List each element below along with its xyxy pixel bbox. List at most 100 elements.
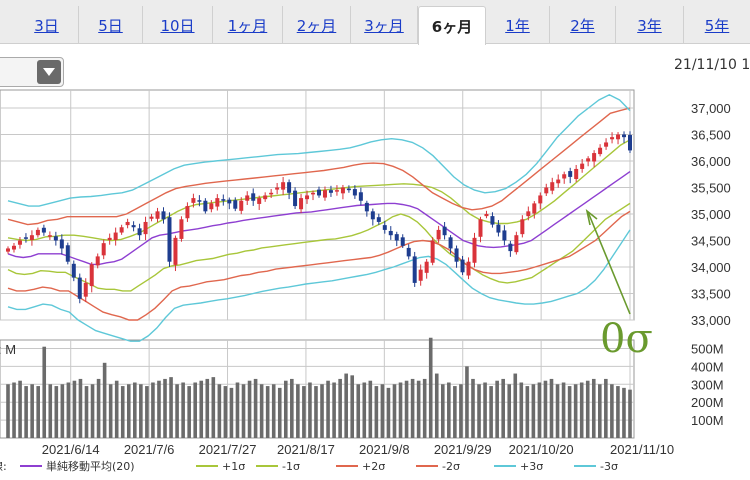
candle-body (185, 206, 190, 219)
volume-bar (217, 384, 222, 438)
candle-body (17, 240, 22, 245)
volume-bar (374, 386, 379, 438)
candle-body (550, 182, 555, 191)
candle-body (352, 189, 357, 196)
volume-bar (24, 386, 28, 438)
volume-bar (151, 382, 155, 438)
candle-body (95, 256, 100, 266)
date-tick-label: 2021/6/14 (42, 442, 100, 457)
volume-bar (489, 386, 493, 438)
volume-bar (434, 373, 439, 438)
date-stamp: 21/11/10 1 (674, 57, 750, 73)
tab-3-days[interactable]: 3日 (15, 6, 79, 44)
dropdown-toggle-button[interactable] (37, 60, 61, 84)
volume-bar (628, 389, 632, 438)
volume-bar (247, 380, 252, 438)
volume-bar (265, 386, 270, 438)
indicator-dropdown[interactable] (0, 57, 64, 87)
volume-bar (259, 384, 264, 438)
tab-5-years[interactable]: 5年 (704, 16, 730, 35)
volume-bar (380, 384, 385, 438)
volume-bar (181, 382, 185, 438)
volume-bar (6, 384, 10, 438)
volume-unit-label: : M (0, 342, 16, 357)
candle-body (610, 137, 615, 140)
volume-bar (471, 378, 475, 438)
candle-body (370, 211, 375, 220)
volume-bar (120, 386, 125, 438)
volume-bar (139, 384, 143, 438)
candle-body (41, 227, 46, 233)
volume-tick-label: 400M (691, 359, 724, 374)
candle-body (173, 237, 178, 265)
volume-bar (18, 380, 22, 438)
date-tick-label: 2021/7/27 (199, 442, 257, 457)
candle-body (299, 198, 304, 210)
volume-bar (344, 373, 348, 438)
volume-bar (561, 382, 566, 438)
candle-body (245, 195, 250, 201)
volume-bar (12, 382, 16, 438)
tab-10-days[interactable]: 10日 (143, 6, 213, 44)
volume-bar (525, 386, 530, 438)
volume-tick-label: 500M (691, 341, 724, 356)
candle-body (167, 217, 172, 262)
price-tick-label: 34,000 (691, 260, 731, 275)
candle-body (568, 171, 573, 177)
candle-body (251, 193, 256, 201)
volume-bar (78, 378, 83, 438)
candle-body (406, 247, 411, 257)
candle-body (340, 187, 345, 194)
tab-6-months[interactable]: 6ヶ月 (418, 6, 486, 45)
candle-body (418, 269, 423, 281)
tab-2-years[interactable]: 2年 (550, 6, 616, 44)
tab-1-month[interactable]: 1ヶ月 (213, 6, 283, 44)
volume-bar (585, 380, 590, 438)
volume-bar (290, 378, 294, 438)
volume-bar (175, 384, 179, 438)
tab-5-days[interactable]: 5日 (79, 6, 143, 44)
candle-body (472, 237, 477, 263)
candle-body (203, 200, 208, 212)
volume-bar (199, 380, 204, 438)
candle-body (364, 202, 369, 212)
candle-body (305, 195, 310, 200)
candle-body (197, 200, 202, 202)
candle-body (215, 198, 220, 207)
price-tick-label: 33,500 (691, 287, 731, 302)
candle-body (514, 235, 519, 253)
candle-body (65, 245, 70, 262)
candle-body (35, 229, 40, 236)
volume-bar (519, 382, 524, 438)
candle-body (604, 142, 609, 147)
volume-bar (610, 384, 614, 438)
candle-body (83, 282, 88, 297)
candle-body (89, 264, 94, 287)
tab-2-months[interactable]: 2ヶ月 (283, 6, 351, 44)
price-tick-label: 37,000 (691, 101, 731, 116)
volume-bar (90, 384, 95, 438)
tab-3-months[interactable]: 3ヶ月 (351, 6, 418, 44)
candle-body (580, 163, 585, 169)
candle-body (376, 217, 381, 222)
volume-bar (616, 386, 620, 438)
candle-body (239, 200, 244, 211)
volume-bar (332, 382, 336, 438)
annotation-zero-sigma: 0σ (600, 316, 653, 362)
candle-body (328, 190, 333, 193)
volume-bar (392, 384, 397, 438)
candle-body (544, 187, 549, 194)
candle-body (592, 153, 597, 162)
candle-body (346, 188, 351, 191)
volume-bar (314, 386, 318, 438)
legend-label: -3σ (600, 460, 618, 473)
volume-bar (422, 378, 427, 438)
tab-1-year[interactable]: 1年 (486, 6, 550, 44)
candle-body (209, 203, 214, 210)
volume-bar (157, 380, 161, 438)
candle-body (101, 243, 106, 256)
tab-3-years[interactable]: 3年 (616, 6, 684, 44)
volume-bar (567, 386, 572, 438)
volume-bar (42, 346, 47, 438)
candle-body (137, 228, 142, 236)
